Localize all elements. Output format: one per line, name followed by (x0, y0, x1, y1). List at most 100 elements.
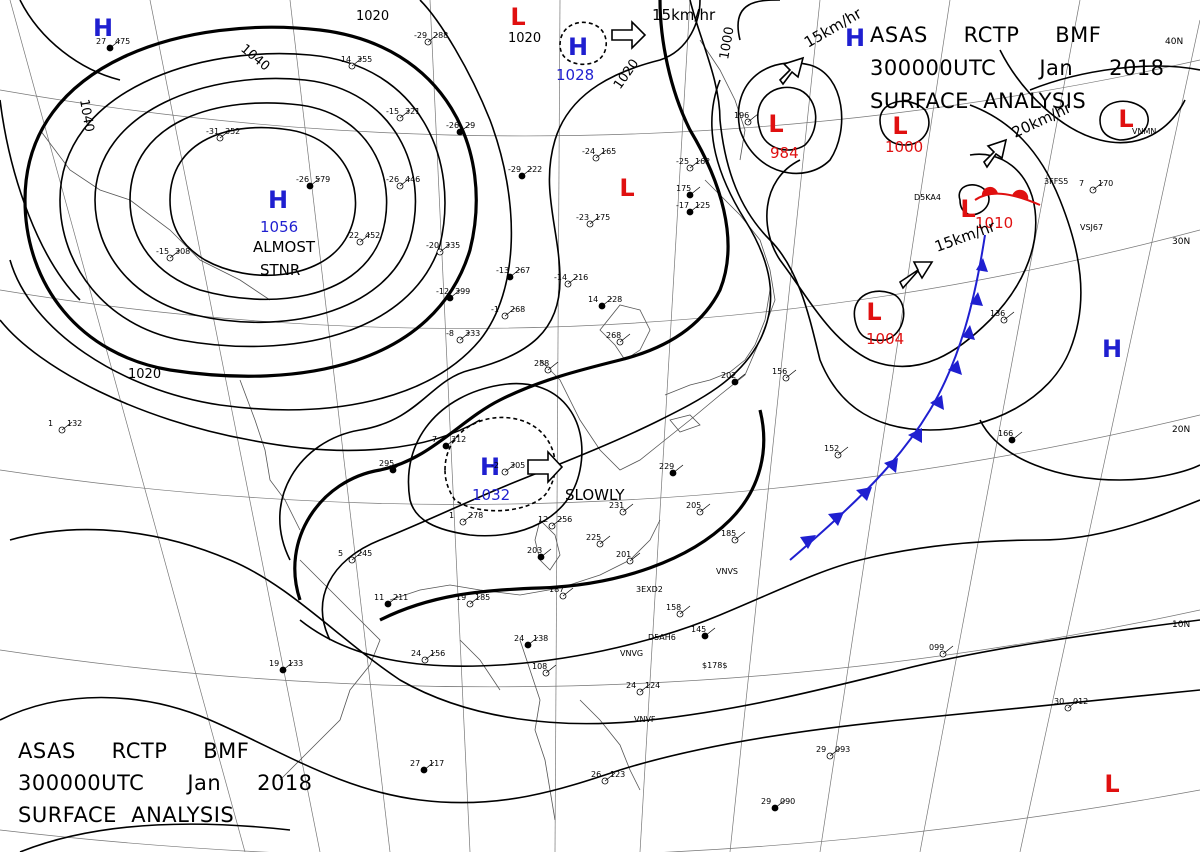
station-plot: 1 132 (48, 419, 82, 434)
high-pressure-center: H (1102, 335, 1122, 363)
station-value: 29 (761, 797, 771, 806)
station-pressure: 222 (527, 165, 542, 174)
wind-barb (219, 129, 231, 139)
ship-id: VNVS (716, 567, 738, 576)
station-value: -12 (436, 287, 449, 296)
station-pressure: 29 (465, 121, 475, 130)
station-value: -29 (414, 31, 427, 40)
station-value: -24 (582, 147, 595, 156)
wind-barb (169, 249, 181, 259)
station-plot: -8 333 (446, 329, 480, 344)
wind-barb (459, 331, 471, 341)
pressure-center-value: 1056 (260, 218, 298, 236)
wind-barb (699, 503, 711, 513)
wind-barb (672, 464, 684, 474)
station-plot: 187 (549, 585, 574, 600)
station-value: -29 (508, 165, 521, 174)
isobar-label: 1020 (356, 9, 389, 24)
wind-barb (504, 463, 516, 473)
wind-barb (619, 333, 631, 343)
wind-barb (734, 373, 746, 383)
station-value: -17 (676, 201, 689, 210)
station-value: 108 (532, 662, 547, 671)
ship-id: 3EXD2 (636, 585, 663, 594)
station-value: 5 (338, 549, 343, 558)
wind-barb (639, 683, 651, 693)
station-pressure: 133 (288, 659, 303, 668)
station-value: 24 (626, 681, 636, 690)
wind-barb (601, 297, 613, 307)
low-pressure-center: L (1118, 105, 1133, 133)
wind-barb (469, 595, 481, 605)
station-plot: 136 (990, 309, 1015, 324)
wind-barb (734, 531, 746, 541)
station-plot: 24 124 (626, 681, 660, 696)
station-plot: -29 222 (508, 165, 542, 180)
station-plot: 268 (606, 331, 631, 346)
wind-barb (1003, 311, 1015, 321)
wind-barb (282, 661, 294, 671)
low-pressure-center: L (768, 110, 783, 138)
station-value: 24 (411, 649, 421, 658)
station-value: -26 (386, 175, 399, 184)
station-plot: 295 (379, 459, 404, 474)
station-plot: 24 138 (514, 634, 548, 649)
station-plot: 175 (676, 184, 701, 199)
ship-id: D5KA4 (914, 193, 941, 202)
ship-id: VNMN (1132, 127, 1156, 136)
wind-barb (837, 446, 849, 456)
wind-barb (427, 33, 439, 43)
wind-barb (567, 275, 579, 285)
station-pressure: 475 (115, 37, 130, 46)
station-pressure: 165 (601, 147, 616, 156)
station-value: 205 (686, 501, 701, 510)
station-plot: 099 (929, 643, 954, 658)
header-top-right: ASAS RCTP BMF 300000UTC Jan 2018 SURFACE… (870, 23, 1164, 113)
station-value: 166 (998, 429, 1013, 438)
station-value: 295 (379, 459, 394, 468)
station-value: 11 (374, 593, 384, 602)
station-plot: 26 123 (591, 770, 625, 785)
low-pressure-center: L (1104, 770, 1119, 798)
pressure-center-value: 984 (770, 144, 799, 162)
station-plot: 196 (734, 111, 759, 126)
station-pressure: 185 (475, 593, 490, 602)
header-line-3: SURFACE ANALYSIS (870, 89, 1086, 113)
station-plot: 30 012 (1054, 697, 1088, 712)
station-plot: 1 278 (449, 511, 483, 526)
station-value: 229 (659, 462, 674, 471)
wind-barb (629, 552, 641, 562)
station-value: -26 (446, 121, 459, 130)
station-plot: 27 475 (96, 37, 130, 52)
station-pressure: 123 (610, 770, 625, 779)
wind-barb (504, 307, 516, 317)
station-plot: 145 (691, 625, 716, 640)
station-pressure: 132 (67, 419, 82, 428)
station-pressure: 335 (445, 241, 460, 250)
station-pressure: 305 (510, 461, 525, 470)
station-pressure: 267 (515, 266, 530, 275)
wind-barb (351, 551, 363, 561)
station-plot: 152 (824, 444, 849, 459)
lat-label-40n: 40N (1165, 37, 1183, 47)
station-value: 203 (527, 546, 542, 555)
latitude-labels: 40N 30N 20N 10N (1165, 37, 1190, 630)
station-value: -2 (491, 461, 499, 470)
note-almost: ALMOST (253, 238, 316, 256)
station-pressure: 228 (607, 295, 622, 304)
wind-barb (545, 664, 557, 674)
station-value: 19 (456, 593, 466, 602)
station-pressure: 012 (1073, 697, 1088, 706)
wind-barb (589, 215, 601, 225)
station-plot: -1 268 (491, 305, 525, 320)
station-plot: -14 355 (338, 55, 372, 70)
station-pressure: 446 (405, 175, 420, 184)
wind-barb (551, 517, 563, 527)
station-value: -25 (676, 157, 689, 166)
station-plot: -15 308 (156, 247, 190, 262)
station-value: 1 (48, 419, 53, 428)
wind-barb (462, 513, 474, 523)
wind-barb (595, 149, 607, 159)
